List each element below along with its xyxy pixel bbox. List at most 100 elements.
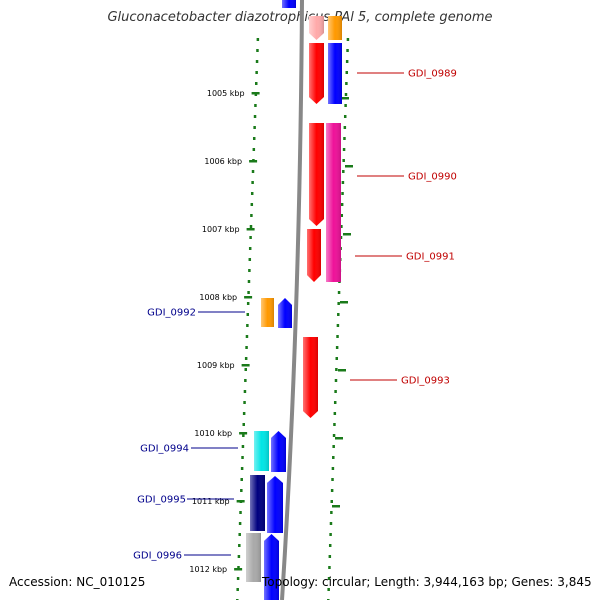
dotted-ring-dot <box>346 49 349 52</box>
dotted-ring-dot <box>240 489 243 492</box>
dotted-ring-dot <box>345 60 349 63</box>
dotted-ring-dot <box>343 115 347 118</box>
dotted-ring-dot <box>329 533 332 536</box>
dotted-ring-dot <box>342 148 346 151</box>
kbp-tick-label: 1005 kbp <box>207 89 245 98</box>
dotted-ring-dot <box>331 478 334 481</box>
dotted-ring-dot <box>240 478 243 481</box>
kbp-tick <box>234 568 243 571</box>
kbp-tick-label: 1006 kbp <box>204 157 242 166</box>
dotted-ring-dot <box>243 390 247 393</box>
dotted-ring-dot <box>247 280 251 283</box>
dotted-ring-dot <box>334 390 337 393</box>
gene-arrow-blue-0996-shade <box>264 534 279 600</box>
dotted-ring-dot <box>335 368 338 371</box>
kbp-tick-label: 1012 kbp <box>189 565 227 574</box>
dotted-ring-dot <box>238 544 241 547</box>
kbp-tick-label: 1011 kbp <box>192 497 230 506</box>
dotted-ring-dot <box>344 93 348 96</box>
dotted-ring-dot <box>245 346 248 349</box>
gene-label: GDI_0995 <box>137 495 186 506</box>
dotted-ring-dot <box>327 588 330 591</box>
dotted-ring-dot <box>328 566 331 569</box>
dotted-ring-dot <box>253 115 257 118</box>
dotted-ring-dot <box>345 71 349 74</box>
genome-backbone <box>280 0 304 600</box>
dotted-ring-dot <box>241 456 244 459</box>
dotted-ring-dot <box>244 357 248 360</box>
dotted-ring-dot <box>248 258 252 261</box>
kbp-tick <box>244 296 253 299</box>
dotted-ring-dot <box>251 170 255 173</box>
gene-arrow-blue-0989-shade <box>328 43 342 104</box>
kbp-tick <box>241 364 250 367</box>
gene-label: GDI_0991 <box>406 252 455 263</box>
dotted-ring-dot <box>336 335 339 338</box>
gene-label: GDI_0996 <box>133 551 182 562</box>
gene-arrow-orange-top-shade <box>328 16 342 40</box>
dotted-ring-dot <box>255 71 258 74</box>
gene-arrow-blue-0992-shade <box>278 298 292 328</box>
dotted-ring-dot <box>256 38 260 41</box>
dotted-ring-dot <box>335 357 339 360</box>
outer-ring-tick <box>335 437 343 440</box>
gene-labels: GDI_0989 GDI_0990 GDI_0991 GDI_0992 GDI_0993… <box>133 69 457 562</box>
dotted-ring-dot <box>340 225 343 228</box>
outer-ring-tick <box>332 505 340 508</box>
dotted-ring-dot <box>244 379 247 382</box>
dotted-ring-dot <box>345 82 348 85</box>
dotted-ring-dot <box>236 588 239 591</box>
dotted-ring-dot <box>240 467 244 470</box>
dotted-ring-dot <box>242 423 245 426</box>
kbp-tick-label: 1007 kbp <box>202 225 240 234</box>
dotted-ring-dot <box>331 467 335 470</box>
outer-ring-tick <box>345 165 353 168</box>
kbp-tick-label: 1009 kbp <box>197 361 235 370</box>
gene-arrow-grey-0996-shade <box>246 533 261 582</box>
dotted-ring-dot <box>253 126 256 129</box>
gene-label: GDI_0992 <box>147 308 196 319</box>
gene-arrow-cyan-0994-shade <box>254 431 269 471</box>
dotted-ring-dot <box>251 181 254 184</box>
dotted-ring-dot <box>344 104 347 107</box>
kbp-tick <box>249 160 258 163</box>
dotted-ring-dot <box>332 434 336 437</box>
dotted-ring-dot <box>248 269 251 272</box>
dotted-ring-dot <box>337 302 340 305</box>
dotted-ring-dot <box>250 214 253 217</box>
kbp-tick <box>236 500 245 503</box>
dotted-ring-dot <box>243 401 246 404</box>
dotted-ring-dot <box>343 126 347 129</box>
dotted-ring-dot <box>333 412 337 415</box>
dotted-ring-dot <box>246 313 250 316</box>
dotted-ring-dot <box>341 192 344 195</box>
dotted-ring-dot <box>334 379 338 382</box>
dotted-ring-dot <box>336 324 340 327</box>
dotted-ring-dot <box>342 170 345 173</box>
dotted-ring-dot <box>252 148 256 151</box>
outer-ring-tick <box>340 301 348 304</box>
gene-arrow-orange-0992-shade <box>261 298 274 327</box>
backbone-line <box>280 0 304 600</box>
dotted-ring-dot <box>335 346 339 349</box>
gene-arrow-blue-0995-shade <box>267 476 283 533</box>
dotted-ring-dot <box>346 38 350 41</box>
dotted-ring-dot <box>337 291 341 294</box>
dotted-ring-dot <box>343 137 346 140</box>
dotted-ring-dot <box>250 203 254 206</box>
dotted-ring-dot <box>256 49 259 52</box>
dotted-ring-dot <box>244 368 248 371</box>
dotted-ring-dot <box>337 313 340 316</box>
dotted-ring-dot <box>246 324 249 327</box>
gene-label: GDI_0990 <box>408 172 457 183</box>
dotted-ring-dot <box>330 500 333 503</box>
outer-ring-tick <box>338 369 346 372</box>
gene-arrow-blue-top-shade <box>282 0 296 8</box>
dotted-ring-dot <box>254 82 258 85</box>
gene-label: GDI_0989 <box>408 69 457 80</box>
outer-ring-tick <box>343 233 351 236</box>
kbp-ticks: 1005 kbp 1006 kbp 1007 kbp 1008 kbp 1009 kbp… <box>189 89 353 574</box>
dotted-ring-dot <box>237 566 240 569</box>
outer-ring-tick <box>341 97 349 100</box>
dotted-ring-dot <box>239 511 242 514</box>
